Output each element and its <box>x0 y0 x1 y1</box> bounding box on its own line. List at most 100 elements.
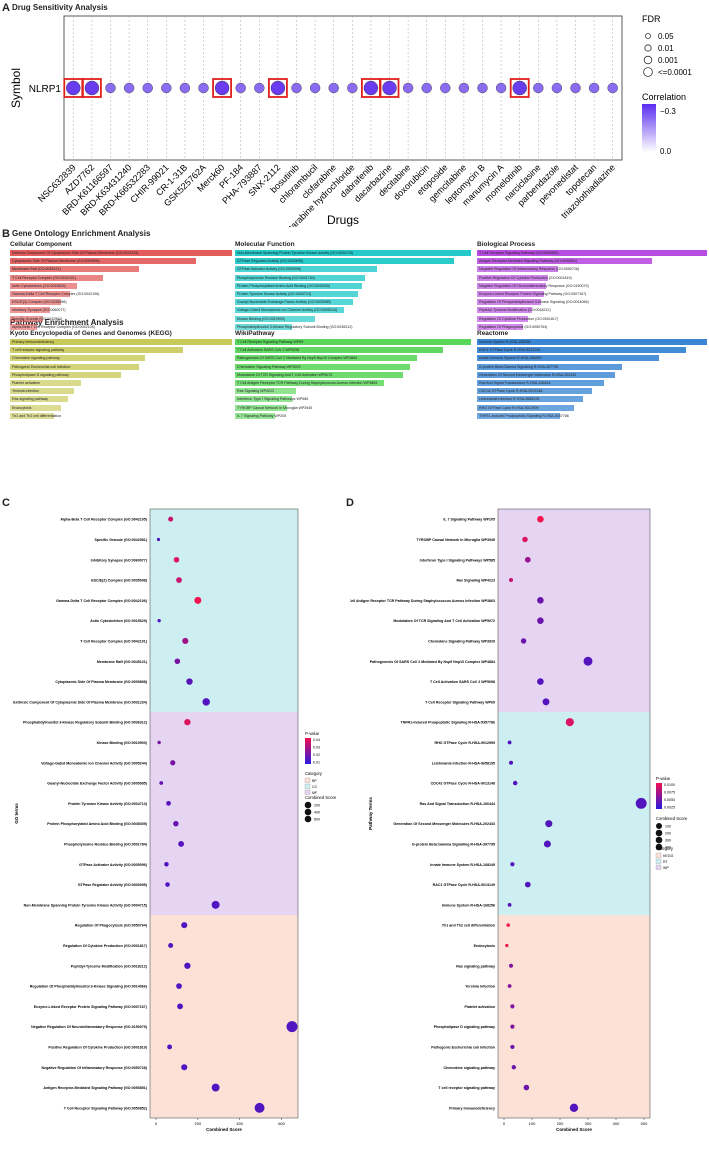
term-label: Pathogenic Escherichia coli infection <box>431 1045 495 1049</box>
term-label: Immune System R-HSA-168256 <box>442 903 495 907</box>
panel-a-title: Drug Sensitivity Analysis <box>12 3 108 12</box>
term-dot <box>569 1103 579 1113</box>
corr-legend-title: Correlation <box>642 92 686 102</box>
pvalue-tick: 0.02 <box>313 753 320 757</box>
term-label: Ras And Signal Transduction R-HSA-166444 <box>420 802 495 806</box>
drug-sensitivity-chart: Symbol NLRP1NSC632839AZD7762BRD-K61166597… <box>9 14 692 227</box>
drug-dot <box>512 80 527 96</box>
enrichment-bar <box>10 339 232 345</box>
category-swatch <box>304 789 311 795</box>
term-label: T cell receptor signaling pathway <box>438 1086 495 1090</box>
highlight-box <box>82 78 102 98</box>
highlight-box <box>509 78 530 98</box>
drug-dot <box>235 82 246 94</box>
enrichment-bar <box>477 266 558 273</box>
x-axis-title: Combined Score <box>556 1127 592 1132</box>
enrichment-bar-label: Primary immunodeficiency <box>12 340 55 344</box>
enrichment-section-title: Cellular Component <box>10 241 72 248</box>
term-dot <box>545 820 553 828</box>
size-legend-dot <box>655 829 663 837</box>
enrichment-bar <box>10 291 70 297</box>
enrichment-bar-label: Protein Tyrosine Kinase Activity (GO:000… <box>237 292 312 296</box>
plot-frame <box>497 508 651 1119</box>
enrichment-bar-label: Protein Phosphorylated Amino Acid Bindin… <box>237 283 331 288</box>
enrichment-bar-label: Enzyme-Linked Receptor Protein Signaling… <box>479 292 587 296</box>
term-dot <box>512 780 518 786</box>
term-dot <box>157 740 161 745</box>
term-dot <box>537 617 544 624</box>
term-dot <box>181 1064 188 1071</box>
enrichment-bar <box>477 339 707 345</box>
term-dot <box>202 698 210 706</box>
drug-dot <box>291 82 302 94</box>
term-dot <box>537 678 544 685</box>
enrichment-bar <box>10 323 37 330</box>
category-legend-label: WP <box>663 866 669 870</box>
drug-dot <box>347 82 358 94</box>
drug-dot <box>495 82 507 94</box>
term-label: ESC/E(Z) Complex (GO:0035098) <box>91 579 148 583</box>
term-label: Regulation Of Cytokine Production (GO:00… <box>63 944 148 948</box>
enrichment-bar <box>235 274 365 281</box>
term-label: Inhibitory Synapse (GO:0060077) <box>91 558 148 562</box>
enrichment-bar-label: Pathogenic Escherichia coli infection <box>12 364 71 369</box>
enrichment-bar-label: TYROBP Causal Network In Microglia WP394… <box>237 405 313 410</box>
enrichment-bar <box>235 363 410 370</box>
x-tick-label: 400 <box>613 1121 620 1126</box>
term-dot <box>505 943 509 948</box>
term-label: Extrinsic Component Of Cytoplasmic Side … <box>13 700 148 704</box>
term-dot <box>184 718 191 726</box>
term-dot <box>524 556 531 563</box>
enrichment-bar <box>477 258 652 265</box>
term-label: Antigen Receptor-Mediated Signaling Path… <box>43 1086 147 1090</box>
enrichment-bar <box>235 258 455 265</box>
term-dot <box>168 516 174 522</box>
size-legend-dot <box>655 843 663 851</box>
enrichment-bar <box>10 250 232 256</box>
enrichment-bar <box>10 315 44 322</box>
pvalue-tick: 0.04 <box>313 738 320 742</box>
term-label: TYROBP Causal Network In Microglia WP394… <box>416 538 495 542</box>
x-axis-title: Combined Score <box>206 1127 242 1132</box>
enrichment-bar-label: GTPase Activator Activity (GO:0005096) <box>237 267 302 272</box>
enrichment-bar <box>477 355 659 362</box>
term-dot <box>508 963 514 968</box>
term-label: Endocytosis <box>474 944 495 948</box>
y-tick-label: NLRP1 <box>29 84 62 95</box>
fdr-legend-dot <box>643 55 653 65</box>
term-label: Yersinia infection <box>465 985 495 989</box>
drug-dot <box>533 82 544 94</box>
enrichment-bar <box>235 323 292 330</box>
size-legend-dot <box>304 808 312 816</box>
enrichment-bar <box>235 339 471 345</box>
term-dot <box>523 1084 530 1091</box>
enrichment-bar <box>235 282 363 289</box>
term-dot <box>508 578 514 583</box>
enrichment-bar-label: Innate Immune System R-HSA-168249 <box>479 356 542 361</box>
term-dot <box>164 862 169 867</box>
fdr-legend-title: FDR <box>642 14 661 24</box>
category-band <box>498 509 650 712</box>
enrichment-bar-label: Chemokine signaling pathway <box>12 356 60 361</box>
drug-dot <box>440 82 451 94</box>
term-label: Negative Regulation Of Inflammatory Resp… <box>42 1066 148 1070</box>
term-label: GTPase Regulator Activity (GO:0030695) <box>78 883 148 887</box>
term-label: Interferon Type I Signaling Pathways WP5… <box>420 558 495 562</box>
x-tick-label: 500 <box>641 1121 648 1126</box>
term-dot <box>157 618 161 623</box>
panel-b-title: Gene Ontology Enrichment Analysis <box>12 229 151 238</box>
enrichment-bar <box>477 307 533 314</box>
term-label: Regulation Of Phosphatidylinositol 3-Kin… <box>30 985 148 989</box>
enrichment-bar <box>235 404 287 411</box>
drug-dot <box>421 82 432 94</box>
enrichment-bar-label: Negative Regulation Of Neuroinflammatory… <box>479 283 589 288</box>
fdr-legend-dot <box>645 33 651 39</box>
term-dot <box>182 637 189 645</box>
category-band <box>150 712 298 915</box>
term-label: Pathogenesis Of SARS CoV 2 Mediated By N… <box>370 660 495 664</box>
enrichment-bar <box>477 274 549 281</box>
pvalue-colorbar <box>305 738 311 764</box>
term-dot <box>174 658 181 665</box>
term-label: GTPase Activator Activity (GO:0005096) <box>79 863 148 867</box>
enrichment-bar-label: Ras signaling pathway <box>12 397 48 402</box>
